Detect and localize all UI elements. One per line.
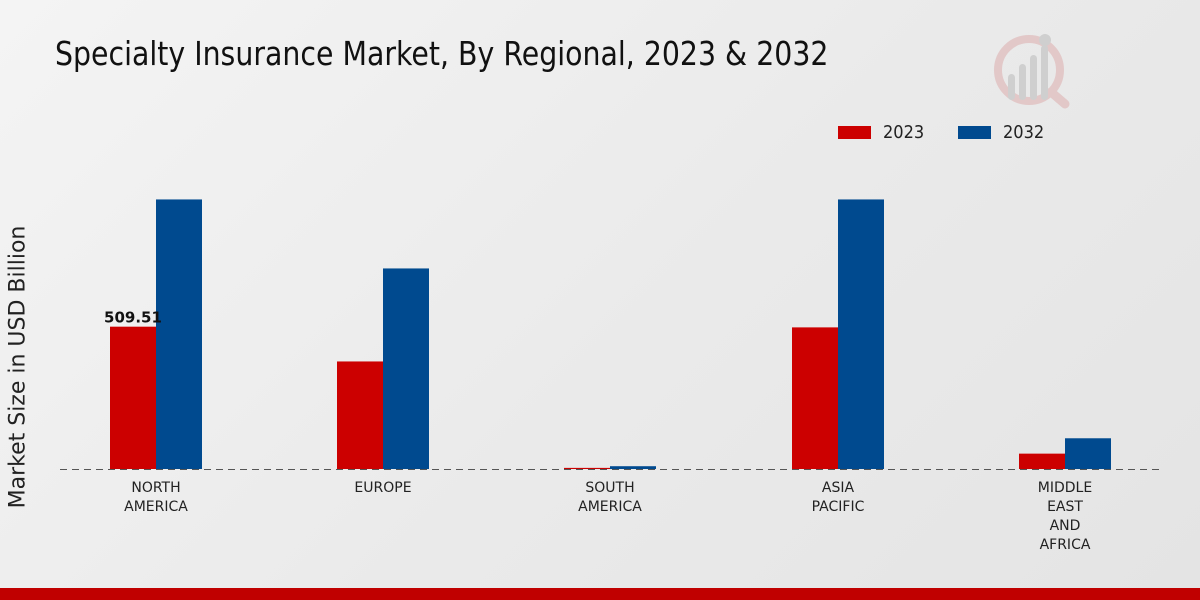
legend-label-2023: 2023 <box>883 122 925 143</box>
x-tick-label-line: MIDDLE <box>1038 480 1092 496</box>
x-tick-label: NORTH AMERICA <box>124 480 188 515</box>
bar-2032-2[interactable] <box>610 466 656 469</box>
bar-2032-1[interactable] <box>383 268 429 469</box>
bar-2032-3[interactable] <box>838 199 884 469</box>
x-tick-label-line: AMERICA <box>124 499 188 515</box>
analytics-logo-icon <box>994 34 1070 109</box>
x-tick-label-line: AFRICA <box>1040 537 1091 553</box>
legend-swatch-2023 <box>838 126 871 139</box>
x-tick-label-line: EUROPE <box>354 480 411 496</box>
chart-title: Specialty Insurance Market, By Regional,… <box>55 34 829 73</box>
bar-2023-2[interactable] <box>564 467 610 469</box>
bar-2023-3[interactable] <box>792 327 838 469</box>
x-tick-label: SOUTH AMERICA <box>578 480 642 515</box>
x-tick-label-line: SOUTH <box>585 480 634 496</box>
x-tick-label-line: PACIFIC <box>812 499 865 515</box>
x-tick-label: MIDDLE EAST AND AFRICA <box>1038 480 1092 553</box>
x-tick-label: EUROPE <box>354 480 411 496</box>
x-tick-label-line: AMERICA <box>578 499 642 515</box>
x-tick-label: ASIA PACIFIC <box>812 480 865 515</box>
legend-label-2032: 2032 <box>1003 122 1045 143</box>
x-tick-label-line: AND <box>1050 518 1081 534</box>
bar-2023-4[interactable] <box>1019 453 1065 469</box>
legend-swatch-2032 <box>958 126 991 139</box>
bar-2032-4[interactable] <box>1065 438 1111 469</box>
x-tick-label-line: NORTH <box>131 480 180 496</box>
data-label: 509.51 <box>104 309 162 327</box>
bar-2023-1[interactable] <box>337 361 383 469</box>
x-tick-label-line: EAST <box>1047 499 1083 515</box>
x-tick-label-line: ASIA <box>822 480 855 496</box>
bar-2032-0[interactable] <box>156 199 202 469</box>
bar-2023-0[interactable] <box>110 326 156 469</box>
bottom-accent-bar <box>0 588 1200 600</box>
